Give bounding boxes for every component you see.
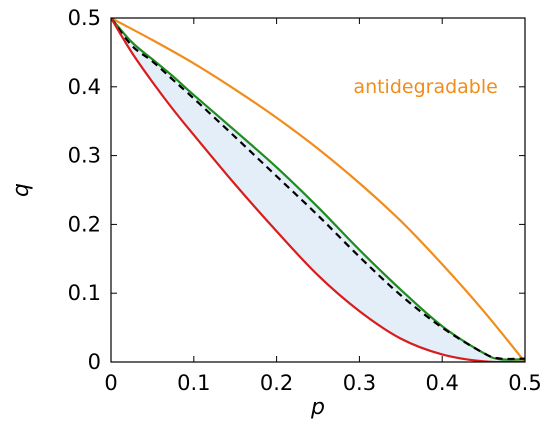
y-tick-label: 0.4: [68, 75, 101, 99]
series-line-red: [111, 18, 525, 362]
x-tick-label: 0.1: [177, 371, 210, 395]
y-tick-label: 0.5: [68, 6, 101, 30]
series-line-orange: [111, 18, 525, 362]
y-axis-label: q: [9, 183, 34, 197]
x-tick-label: 0.4: [425, 371, 458, 395]
series-line-black: [111, 18, 525, 361]
x-axis-label: p: [310, 395, 325, 420]
plot-frame: [110, 17, 526, 363]
y-tick-label: 0.2: [68, 212, 101, 236]
shaded-region: [111, 18, 525, 362]
series-line-green: [111, 18, 525, 361]
antidegradable-annotation: antidegradable: [353, 76, 497, 98]
x-tick-label: 0.2: [260, 371, 293, 395]
x-tick-label: 0.5: [508, 371, 541, 395]
y-tick-label: 0.1: [68, 281, 101, 305]
x-tick-label: 0.3: [343, 371, 376, 395]
y-tick-label: 0.3: [68, 144, 101, 168]
x-tick-label: 0: [104, 371, 117, 395]
y-tick-label: 0: [88, 350, 101, 374]
